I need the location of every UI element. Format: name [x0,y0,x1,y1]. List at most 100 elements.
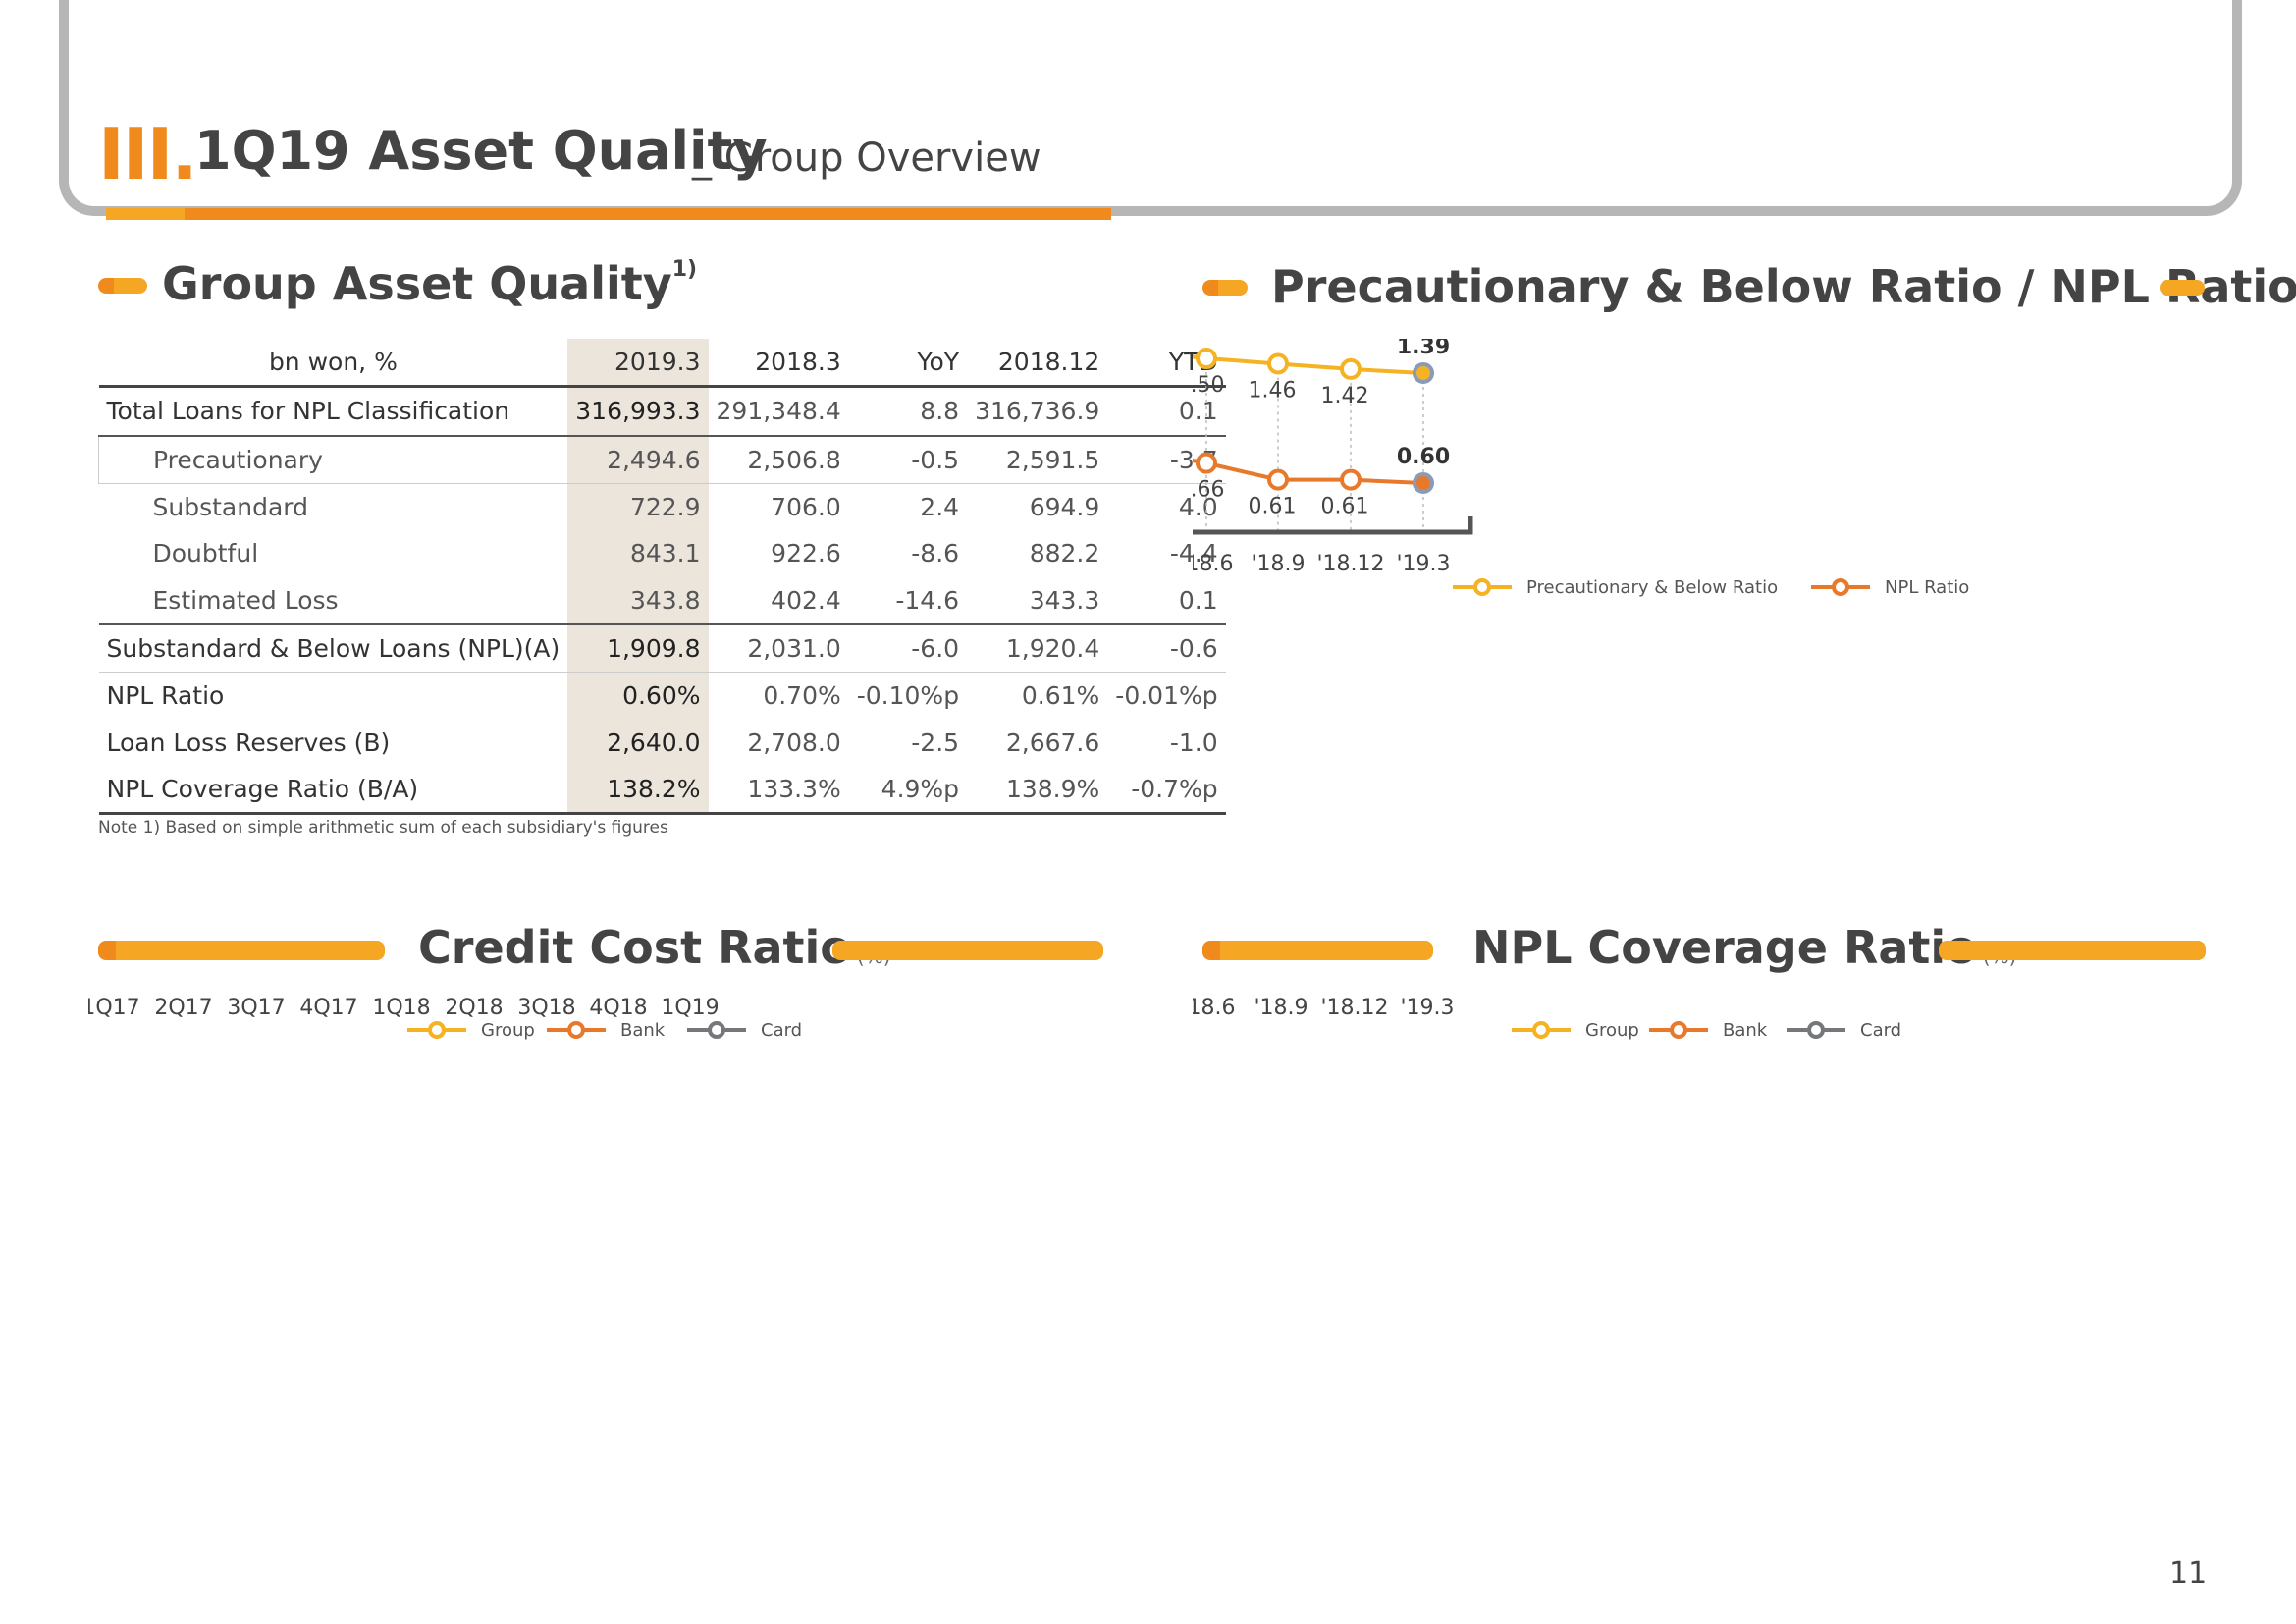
legend-marker-card [708,1021,725,1039]
series-line-bank [1193,459,1424,485]
row-label: Total Loans for NPL Classification [98,386,568,437]
page-title: 1Q19 Asset Quality [194,120,768,182]
x-tick-label: 4Q18 [589,996,647,1020]
legend-label-card: Card [761,1020,802,1041]
x-tick-label: 1Q19 [661,996,719,1020]
legend-marker-bank [1832,578,1849,596]
table-cell: 922.6 [771,539,841,568]
table-cell: 8.8 [848,386,968,437]
table-row: Estimated Loss 343.8 402.4 -14.6 343.3 0… [98,576,1226,625]
data-label-group: 1.42 [1321,384,1369,408]
row-label: Substandard [152,493,308,522]
chart-title-text: NPL Coverage Ratio [1472,921,1977,974]
ratio-line-chart: '17.3'17.6'17.9'17.12'18.3'18.6'18.9'18.… [1193,339,1969,598]
x-tick-label: '19.3 [1400,996,1454,1020]
x-tick-label: 3Q18 [517,996,575,1020]
data-point-group [1267,352,1289,375]
table-cell: -0.10%p [856,681,960,711]
table-cell: 1,909.8 [567,623,709,674]
table-cell: 402.4 [708,576,849,625]
row-label: Loan Loss Reserves (B) [106,728,391,757]
section-number: III. [98,113,198,195]
table-cell: 4.9%p [848,765,968,815]
section-marker-icon [2160,280,2205,296]
table-cell: 138.2% [567,765,709,815]
legend-label-bank: NPL Ratio [1885,577,1969,598]
page-subtitle: _ Group Overview [692,135,1041,181]
section-bar-right [1939,941,2206,960]
table-cell: 4.0 [1178,493,1218,522]
table-row: Loan Loss Reserves (B) 2,640.0 2,708.0 -… [99,719,1226,766]
credit-cost-line-chart: 1Q172Q173Q174Q171Q182Q183Q184Q181Q190.39… [88,996,802,1041]
x-tick-label: 1Q17 [88,996,140,1020]
column-header: YoY [848,339,968,389]
table-cell: 0.61% [1021,681,1100,711]
table-row: Doubtful 843.1 922.6 -8.6 882.2 -4.4 [99,530,1226,577]
legend-marker-bank [567,1021,585,1039]
x-tick-label: 1Q18 [372,996,430,1020]
chart-title-ratio: Precautionary & Below Ratio / NPL Ratio(… [1271,260,2296,313]
section-bar-left [98,941,385,960]
header-frame [59,0,2242,216]
table-cell: 2,708.0 [747,728,841,757]
table-cell: 2,591.5 [967,435,1108,484]
legend-marker-card [1807,1021,1825,1039]
chart-title-credit-cost: Credit Cost Ratio(%) [418,921,891,974]
data-label-bank: 0.61 [1249,495,1297,519]
x-tick-label: '18.12 [1316,552,1384,576]
x-tick-label: '18.9 [1254,996,1308,1020]
table-cell: 2,640.0 [567,719,709,766]
data-point-group [1413,362,1434,384]
row-label: NPL Ratio [106,681,225,711]
table-cell: 2,494.6 [567,435,709,484]
table-cell: 133.3% [708,765,849,815]
legend-label-bank: Bank [1723,1020,1768,1041]
legend-label-card: Card [1860,1020,1901,1041]
table-cell: -8.6 [911,539,960,568]
table-row: Substandard & Below Loans (NPL)(A) 1,909… [98,623,1226,674]
table-row: Substandard 722.9 706.0 2.4 694.9 4.0 [99,483,1226,531]
table-cell: 2,667.6 [1005,728,1100,757]
legend-marker-bank [1670,1021,1687,1039]
legend-label-group: Precautionary & Below Ratio [1526,577,1778,598]
chart-title-text: Credit Cost Ratio [418,921,851,974]
table-section-footnote-mark: 1) [671,257,698,282]
table-cell: -6.0 [848,623,968,674]
column-header: 2019.3 [567,339,709,389]
table-cell: -0.01%p [1115,681,1218,711]
table-cell: -4.4 [1169,539,1218,568]
section-bar-right [832,941,1103,960]
x-tick-label: 2Q18 [445,996,503,1020]
table-cell: 2,506.8 [708,435,849,484]
table-header-row: bn won, % 2019.3 2018.3 YoY 2018.12 YTD [98,339,1226,389]
data-label-bank: 0.66 [1193,478,1224,503]
data-label-group: 1.50 [1193,373,1224,398]
section-bar-left [1202,941,1433,960]
row-label: Doubtful [152,539,259,568]
table-cell: -0.7%p [1107,765,1226,815]
table-cell: 706.0 [771,493,841,522]
legend-label-group: Group [1585,1020,1639,1041]
title-underline [106,208,1111,220]
table-row: NPL Ratio 0.60% 0.70% -0.10%p 0.61% -0.0… [99,672,1226,720]
page-number: 11 [2169,1556,2208,1591]
legend-label-bank: Bank [620,1020,666,1041]
legend-marker-group [1532,1021,1550,1039]
asset-quality-table: bn won, % 2019.3 2018.3 YoY 2018.12 YTD … [98,339,1226,815]
chart-title-text: Precautionary & Below Ratio / NPL Ratio [1271,260,2296,313]
table-row: Precautionary 2,494.6 2,506.8 -0.5 2,591… [98,435,1226,484]
table-cell: 882.2 [1029,539,1100,568]
coverage-line-chart: '17.3'17.6'17.9'17.12'18.3'18.6'18.9'18.… [1193,996,1901,1041]
data-label-bank: 0.61 [1321,495,1369,519]
series-line-group [1193,354,1424,375]
data-label-group: 1.46 [1249,378,1297,403]
legend-label-group: Group [481,1020,535,1041]
section-marker-icon [1202,280,1248,296]
column-header: 2018.12 [967,339,1108,389]
x-axis-bracket [1193,516,1473,535]
table-cell: -1.0 [1169,728,1218,757]
table-cell: 316,993.3 [567,386,709,437]
column-header: 2018.3 [708,339,849,389]
x-tick-label: '18.9 [1251,552,1305,576]
table-cell: 694.9 [1029,493,1100,522]
